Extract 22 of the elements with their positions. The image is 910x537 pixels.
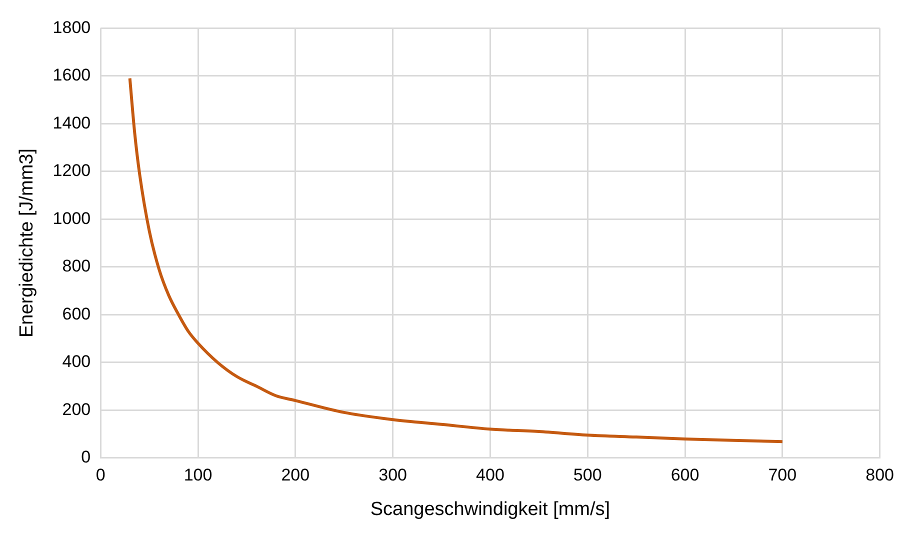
y-tick-label: 400	[62, 352, 91, 372]
x-axis-title: Scangeschwindigkeit [mm/s]	[370, 498, 610, 520]
x-tick-label: 400	[476, 466, 504, 485]
y-tick-label: 1000	[52, 208, 91, 228]
y-tick-label: 0	[81, 447, 91, 466]
x-tick-label: 500	[573, 466, 602, 485]
y-tick-label: 1600	[52, 66, 91, 85]
x-tick-label: 100	[184, 466, 212, 485]
y-tick-label: 800	[62, 256, 91, 276]
y-tick-label: 1400	[52, 113, 91, 132]
x-tick-label: 700	[768, 466, 797, 485]
y-tick-label: 1800	[52, 18, 91, 37]
y-tick-label: 1200	[52, 161, 91, 180]
y-tick-label: 600	[62, 304, 91, 324]
x-tick-label: 800	[866, 466, 894, 485]
x-tick-label: 200	[281, 466, 310, 485]
x-tick-label: 0	[96, 466, 106, 485]
x-tick-label: 600	[670, 466, 700, 485]
x-tick-label: 300	[378, 466, 408, 485]
line-series	[128, 76, 784, 444]
y-tick-label: 200	[62, 400, 91, 419]
y-axis-title: Energiedichte [J/mm3]	[16, 148, 38, 338]
